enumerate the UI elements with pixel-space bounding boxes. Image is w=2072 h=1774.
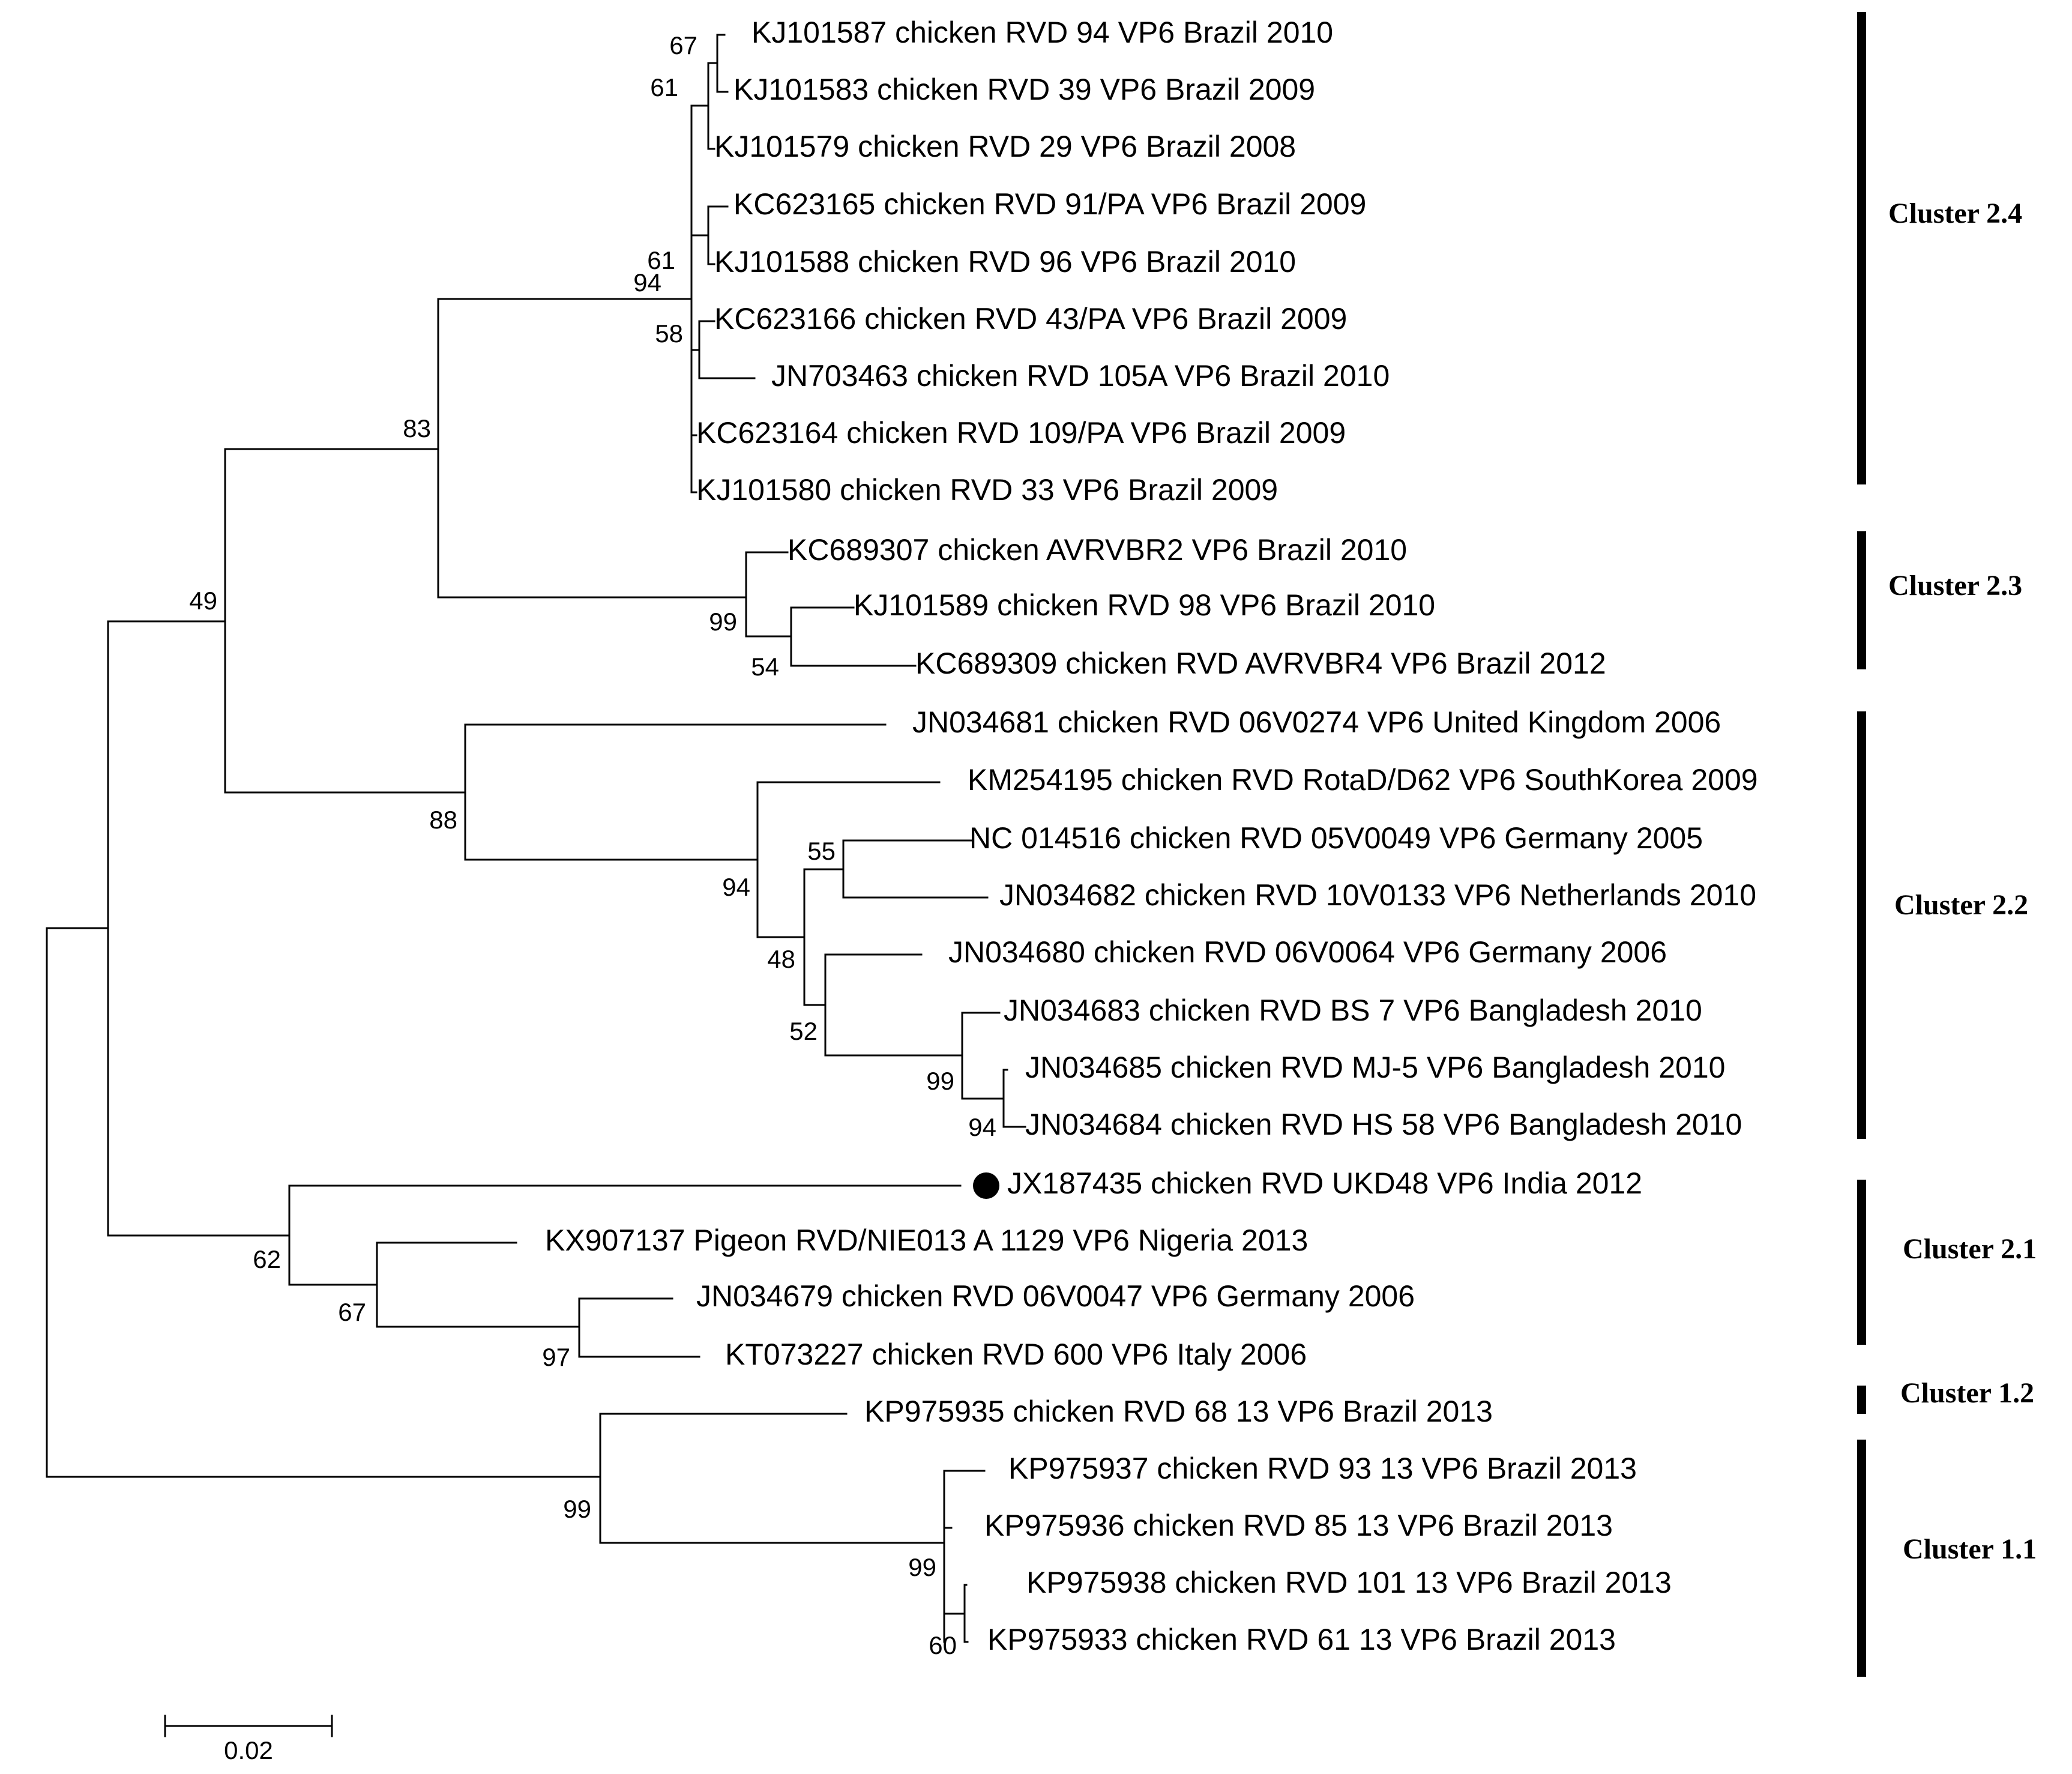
taxon-label: NC 014516 chicken RVD 05V0049 VP6 German… — [969, 821, 1703, 855]
bootstrap-value: 55 — [807, 837, 836, 865]
bootstrap-value: 62 — [253, 1245, 281, 1273]
bootstrap-value: 58 — [655, 319, 683, 348]
cluster-bar — [1857, 711, 1866, 1139]
taxon-label: KJ101589 chicken RVD 98 VP6 Brazil 2010 — [854, 588, 1435, 622]
taxon-label: KP975933 chicken RVD 61 13 VP6 Brazil 20… — [987, 1623, 1616, 1656]
bootstrap-value: 61 — [647, 246, 675, 274]
taxon-label: KJ101588 chicken RVD 96 VP6 Brazil 2010 — [714, 245, 1296, 279]
bootstrap-value: 94 — [633, 268, 661, 297]
bootstrap-value: 67 — [669, 31, 697, 59]
taxon-label: JN034685 chicken RVD MJ-5 VP6 Bangladesh… — [1025, 1051, 1725, 1084]
taxon-label: KP975938 chicken RVD 101 13 VP6 Brazil 2… — [1026, 1566, 1672, 1599]
taxon-label: JN034681 chicken RVD 06V0274 VP6 United … — [912, 705, 1721, 739]
cluster-label: Cluster 1.1 — [1903, 1533, 2037, 1565]
bootstrap-values: 67 61 61 94 58 83 49 99 54 88 94 55 48 5… — [189, 31, 996, 1659]
bootstrap-value: 88 — [429, 806, 457, 834]
taxon-label: KX907137 Pigeon RVD/NIE013 A 1129 VP6 Ni… — [545, 1223, 1308, 1257]
scale-bar: 0.02 — [164, 1715, 333, 1764]
cluster-bars: Cluster 2.4 Cluster 2.3 Cluster 2.2 Clus… — [1857, 12, 2037, 1677]
taxon-label: KP975936 chicken RVD 85 13 VP6 Brazil 20… — [984, 1509, 1613, 1542]
bootstrap-value: 52 — [789, 1017, 818, 1045]
taxon-label: KJ101579 chicken RVD 29 VP6 Brazil 2008 — [714, 130, 1296, 163]
tree-branches — [46, 34, 1026, 1643]
cluster-label: Cluster 2.3 — [1888, 570, 2022, 602]
taxon-label: JN034680 chicken RVD 06V0064 VP6 Germany… — [948, 935, 1667, 969]
taxon-label: KJ101580 chicken RVD 33 VP6 Brazil 2009 — [696, 473, 1278, 507]
taxon-label: KT073227 chicken RVD 600 VP6 Italy 2006 — [725, 1338, 1307, 1371]
bootstrap-value: 94 — [968, 1113, 996, 1141]
highlight-dot-marker — [973, 1172, 999, 1199]
scale-bar-label: 0.02 — [224, 1736, 273, 1764]
cluster-label: Cluster 2.4 — [1888, 198, 2022, 229]
bootstrap-value: 99 — [926, 1067, 954, 1095]
taxon-label: KC689309 chicken RVD AVRVBR4 VP6 Brazil … — [915, 647, 1606, 680]
cluster-bar — [1857, 1386, 1866, 1414]
bootstrap-value: 61 — [650, 73, 678, 101]
bootstrap-value: 99 — [563, 1495, 591, 1523]
bootstrap-value: 99 — [908, 1553, 936, 1581]
taxon-label: KJ101583 chicken RVD 39 VP6 Brazil 2009 — [733, 73, 1315, 106]
bootstrap-value: 67 — [338, 1298, 366, 1326]
bootstrap-value: 48 — [767, 945, 795, 973]
bootstrap-value: 83 — [403, 414, 431, 442]
bootstrap-value: 97 — [542, 1343, 570, 1371]
taxon-label: KC689307 chicken AVRVBR2 VP6 Brazil 2010 — [788, 533, 1407, 567]
taxon-label: JN034683 chicken RVD BS 7 VP6 Bangladesh… — [1004, 994, 1702, 1027]
cluster-bar — [1857, 12, 1866, 484]
taxon-label: JN034684 chicken RVD HS 58 VP6 Banglades… — [1025, 1108, 1742, 1141]
taxon-labels: KJ101587 chicken RVD 94 VP6 Brazil 2010 … — [545, 16, 1758, 1656]
taxon-label: KP975935 chicken RVD 68 13 VP6 Brazil 20… — [864, 1395, 1493, 1428]
bootstrap-value: 49 — [189, 587, 217, 615]
taxon-label: KC623164 chicken RVD 109/PA VP6 Brazil 2… — [696, 416, 1346, 450]
taxon-label: JN034682 chicken RVD 10V0133 VP6 Netherl… — [999, 878, 1756, 912]
cluster-label: Cluster 1.2 — [1900, 1377, 2034, 1409]
taxon-label: JN034679 chicken RVD 06V0047 VP6 Germany… — [696, 1279, 1415, 1313]
cluster-label: Cluster 2.1 — [1903, 1233, 2037, 1265]
cluster-bar — [1857, 531, 1866, 669]
cluster-bar — [1857, 1440, 1866, 1677]
taxon-label: KM254195 chicken RVD RotaD/D62 VP6 South… — [968, 763, 1758, 797]
bootstrap-value: 99 — [709, 608, 737, 636]
taxon-label: KC623166 chicken RVD 43/PA VP6 Brazil 20… — [714, 302, 1347, 336]
cluster-label: Cluster 2.2 — [1894, 889, 2028, 921]
taxon-label: KP975937 chicken RVD 93 13 VP6 Brazil 20… — [1008, 1452, 1637, 1485]
bootstrap-value: 94 — [722, 873, 750, 901]
taxon-label: JX187435 chicken RVD UKD48 VP6 India 201… — [1007, 1166, 1642, 1200]
taxon-label: JN703463 chicken RVD 105A VP6 Brazil 201… — [771, 359, 1390, 393]
bootstrap-value: 60 — [929, 1631, 957, 1659]
bootstrap-value: 54 — [751, 653, 779, 681]
taxon-label: KJ101587 chicken RVD 94 VP6 Brazil 2010 — [751, 16, 1333, 49]
taxon-label: KC623165 chicken RVD 91/PA VP6 Brazil 20… — [733, 187, 1366, 221]
cluster-bar — [1857, 1180, 1866, 1345]
